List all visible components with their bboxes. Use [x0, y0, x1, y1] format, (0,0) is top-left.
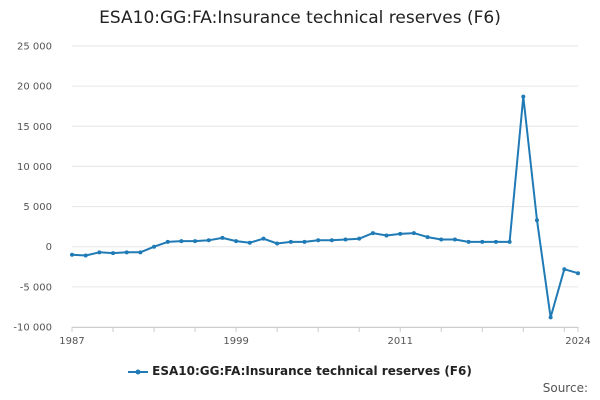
- data-point: [425, 235, 430, 240]
- x-tick-label: 2011: [387, 336, 412, 347]
- y-tick-label: 0: [46, 242, 52, 253]
- data-point: [83, 253, 88, 258]
- data-point: [193, 239, 198, 244]
- data-point: [316, 238, 321, 243]
- data-point: [439, 237, 444, 242]
- data-point: [247, 240, 252, 245]
- data-point: [288, 239, 293, 244]
- data-point: [165, 239, 170, 244]
- y-tick-label: 10 000: [17, 162, 52, 173]
- y-tick-label: 20 000: [17, 82, 52, 93]
- data-point: [534, 218, 539, 223]
- source-label: Source:: [542, 381, 588, 395]
- data-point: [466, 239, 471, 244]
- series-line: [71, 95, 579, 319]
- data-point: [370, 231, 375, 236]
- data-point: [261, 236, 266, 241]
- legend-label: ESA10:GG:FA:Insurance technical reserves…: [152, 364, 472, 378]
- data-point: [220, 235, 225, 240]
- data-point: [521, 94, 526, 99]
- data-point: [70, 252, 74, 257]
- data-point: [124, 250, 129, 255]
- y-tick-label: 15 000: [17, 122, 52, 133]
- axes: 25 000 20 000 15 000 10 000 5 000 0 -5 000 -10 …: [13, 42, 590, 348]
- data-point: [138, 250, 143, 255]
- data-point: [357, 236, 362, 241]
- data-point: [152, 244, 157, 249]
- y-tick-label: 25 000: [17, 42, 52, 53]
- data-point: [562, 267, 567, 272]
- data-point: [411, 231, 416, 236]
- data-point: [179, 239, 184, 244]
- data-point: [111, 251, 116, 256]
- data-point: [302, 239, 307, 244]
- data-point: [576, 271, 580, 276]
- data-point: [234, 239, 239, 244]
- data-point: [493, 239, 498, 244]
- x-tick-label: 1987: [59, 336, 84, 347]
- legend-swatch-icon: [128, 369, 149, 374]
- y-tick-label: -10 000: [13, 323, 52, 334]
- legend-swatch-marker: [135, 369, 141, 374]
- y-tick-label: 5 000: [23, 202, 52, 213]
- data-point: [507, 239, 512, 244]
- x-tick-label: 1999: [223, 336, 248, 347]
- data-point: [329, 238, 334, 243]
- data-point: [480, 239, 485, 244]
- data-point: [275, 241, 280, 246]
- data-point: [206, 238, 211, 243]
- data-point: [452, 237, 457, 242]
- data-point: [343, 237, 348, 242]
- chart-title: ESA10:GG:FA:Insurance technical reserves…: [99, 8, 501, 28]
- data-point: [384, 233, 389, 238]
- x-tick-label: 2024: [565, 336, 590, 347]
- grid-lines: [72, 45, 578, 328]
- data-point: [548, 315, 553, 320]
- series-layer: [70, 94, 580, 320]
- legend[interactable]: ESA10:GG:FA:Insurance technical reserves…: [0, 364, 600, 378]
- y-tick-label: -5 000: [20, 282, 52, 293]
- data-point: [97, 250, 102, 255]
- data-point: [398, 231, 403, 236]
